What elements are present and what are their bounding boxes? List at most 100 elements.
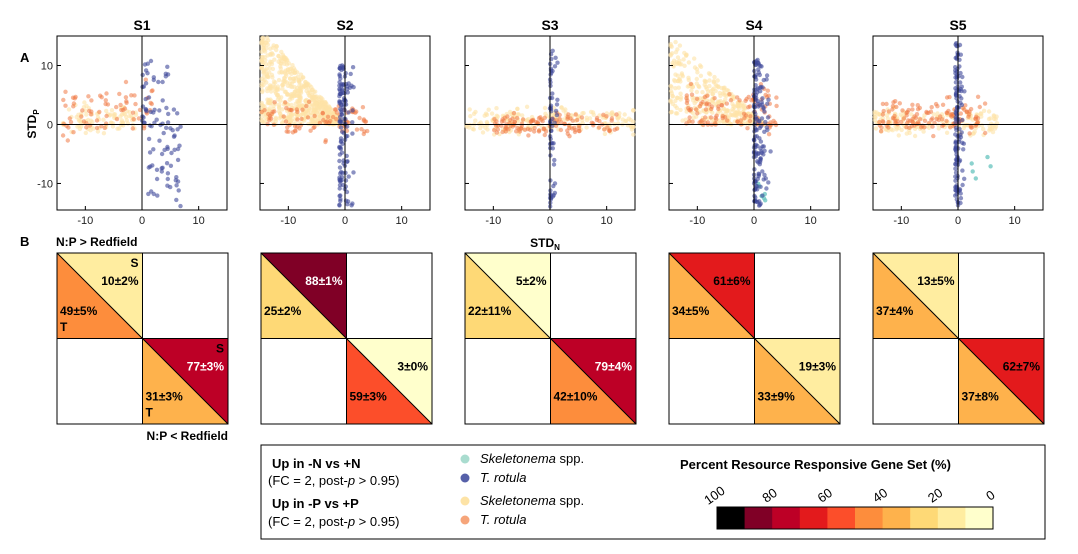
p-skel-point (314, 97, 320, 102)
p-skel-point (282, 61, 287, 66)
p-trot-point (929, 117, 934, 123)
colorbar-cell (799, 507, 828, 529)
n-trot-point (351, 85, 356, 90)
p-skel-point (84, 103, 89, 109)
p-skel-point (611, 112, 616, 117)
n-trot-point (758, 124, 764, 129)
n-skel-point (969, 161, 974, 166)
n-trot-point (954, 140, 959, 145)
n-trot-point (165, 120, 171, 125)
p-trot-point (542, 115, 547, 121)
p-skel-point (672, 58, 677, 63)
n-trot-point (752, 187, 758, 192)
p-trot-point (123, 95, 129, 100)
colorbar-cell (717, 507, 746, 529)
p-trot-point (725, 118, 730, 123)
p-trot-point (690, 119, 695, 124)
n-trot-point (768, 149, 773, 154)
p-trot-point (361, 118, 366, 123)
p-skel-point (677, 43, 683, 48)
p-skel-point (670, 94, 676, 99)
legend-entry: T. rotula (480, 470, 527, 485)
p-trot-point (594, 115, 600, 121)
colorbar-cell (855, 507, 884, 529)
p-skel-point (690, 98, 696, 103)
heat-diag (754, 338, 841, 425)
p-trot-point (945, 110, 950, 116)
n-trot-point (345, 90, 350, 95)
p-trot-point (330, 114, 336, 120)
y-tick-label: 0 (47, 119, 53, 131)
x-tick-label: -10 (689, 215, 705, 227)
n-trot-point (953, 90, 959, 96)
p-trot-point (975, 120, 980, 125)
p-trot-point (80, 108, 85, 113)
n-trot-point (756, 172, 762, 177)
n-trot-point (339, 67, 344, 73)
p-trot-point (312, 124, 317, 130)
p-trot-point (918, 117, 923, 122)
p-trot-point (102, 125, 108, 131)
n-skel-point (985, 154, 990, 160)
colorbar-cell (772, 507, 801, 529)
p-skel-point (971, 131, 976, 136)
p-skel-point (673, 86, 678, 91)
p-trot-point (130, 126, 135, 131)
heat-lr-s-label: 19±3% (799, 360, 837, 374)
p-skel-point (276, 77, 282, 83)
p-trot-point (705, 93, 710, 99)
n-trot-point (550, 91, 555, 96)
p-skel-point (277, 70, 282, 75)
p-skel-point (285, 92, 290, 97)
p-skel-point (259, 49, 264, 54)
p-skel-point (722, 85, 727, 90)
legend-p-title: Up in -P vs +P (272, 496, 359, 511)
n-trot-point (177, 143, 182, 148)
n-trot-point (753, 127, 759, 132)
p-trot-point (694, 96, 700, 102)
heat-panels: 10±2% 49±5% 77±3% 31±3% S T S T 88±1% 25±2% 3±0% 59… (56, 252, 1045, 425)
n-trot-point (176, 188, 181, 193)
p-skel-point (990, 129, 996, 135)
n-trot-point (337, 72, 342, 77)
p-trot-point (572, 125, 577, 130)
x-tick-label: -10 (485, 215, 501, 227)
y-tick-label: 10 (41, 60, 53, 72)
p-skel-point (681, 57, 686, 62)
colorbar-cell (965, 507, 994, 529)
heat-diag (260, 252, 347, 339)
p-skel-point (979, 114, 984, 119)
p-skel-point (280, 52, 285, 57)
n-trot-point (960, 74, 965, 80)
p-trot-point (570, 118, 575, 123)
n-trot-point (346, 110, 351, 115)
y-axis-label: STDP (25, 109, 41, 139)
n-trot-point (764, 73, 770, 78)
legend-marker (460, 515, 470, 525)
p-trot-point (300, 107, 305, 112)
colorbar-tick: 40 (870, 485, 890, 506)
n-trot-point (339, 112, 345, 117)
p-skel-point (292, 70, 298, 75)
p-trot-point (118, 102, 123, 108)
n-trot-point (960, 182, 965, 188)
heat-frame (56, 252, 229, 425)
p-skel-point (713, 82, 718, 87)
n-trot-point (337, 203, 342, 208)
p-trot-point (573, 112, 578, 117)
p-trot-point (901, 116, 907, 121)
p-trot-point (719, 103, 724, 108)
p-skel-point (485, 127, 490, 132)
p-skel-point (682, 50, 687, 56)
p-skel-point (277, 106, 282, 111)
colorbar-cell (744, 507, 773, 529)
p-trot-point (687, 115, 692, 120)
n-trot-point (143, 81, 149, 86)
p-skel-point (291, 76, 296, 81)
p-trot-point (104, 113, 109, 119)
p-trot-point (907, 125, 912, 130)
n-trot-point (552, 181, 558, 186)
p-trot-point (269, 111, 274, 117)
n-trot-point (762, 172, 767, 178)
n-trot-point (160, 79, 165, 85)
